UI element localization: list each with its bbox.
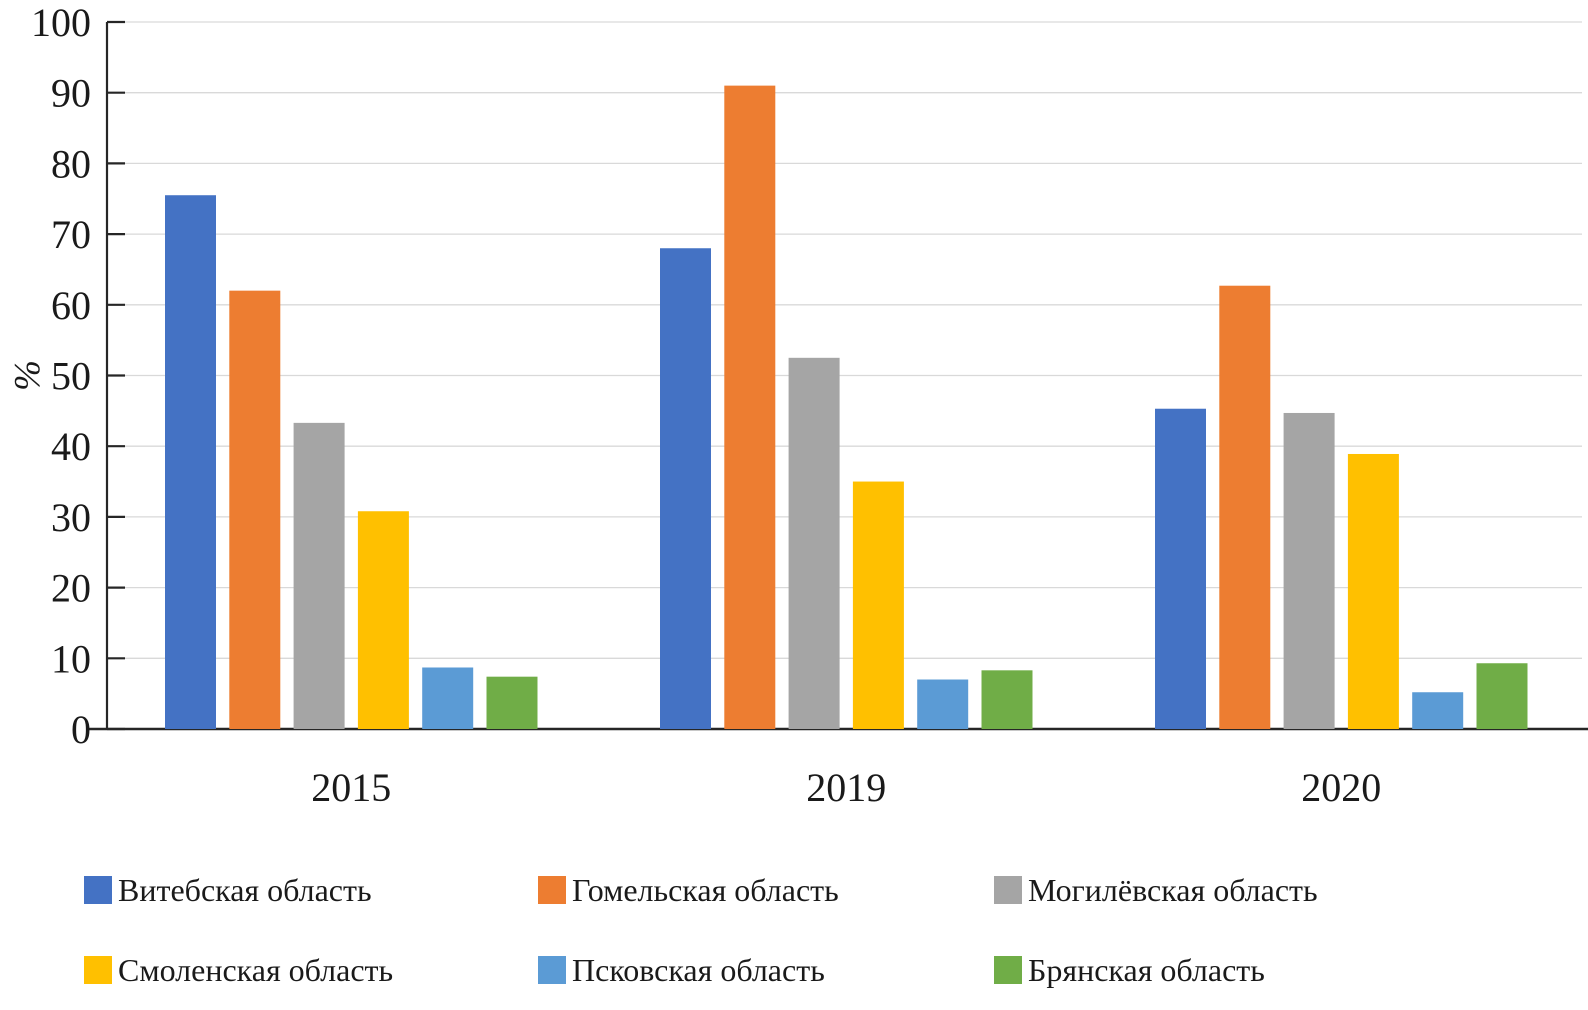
svg-text:80: 80 — [51, 141, 91, 186]
svg-text:60: 60 — [51, 283, 91, 328]
svg-text:10: 10 — [51, 636, 91, 681]
svg-text:20: 20 — [51, 566, 91, 611]
svg-text:90: 90 — [51, 71, 91, 116]
svg-text:100: 100 — [31, 0, 91, 45]
svg-text:2019: 2019 — [806, 765, 886, 810]
svg-text:70: 70 — [51, 212, 91, 257]
svg-text:0: 0 — [71, 707, 91, 752]
svg-text:30: 30 — [51, 495, 91, 540]
svg-text:40: 40 — [51, 424, 91, 469]
svg-text:50: 50 — [51, 354, 91, 399]
svg-text:%: % — [8, 360, 49, 391]
svg-text:2015: 2015 — [311, 765, 391, 810]
svg-text:2020: 2020 — [1301, 765, 1381, 810]
